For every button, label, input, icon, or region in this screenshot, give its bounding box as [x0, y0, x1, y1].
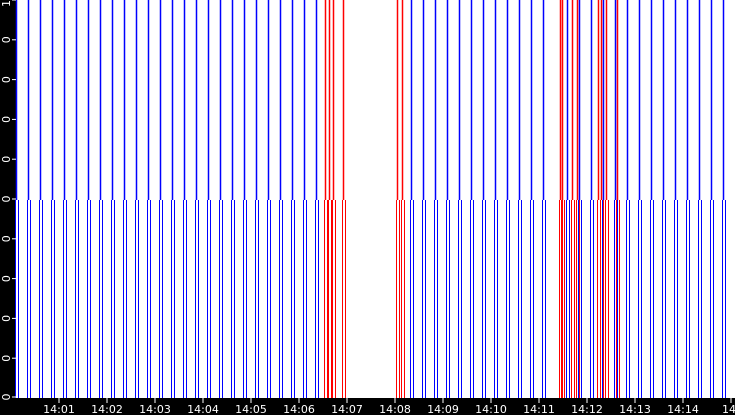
x-tick-label: 14:13: [619, 403, 651, 415]
x-tick-label: 14:07: [331, 403, 363, 415]
y-tick-label: 0: [0, 235, 13, 242]
x-tick-label: 14:06: [283, 403, 315, 415]
event-marks: [15, 0, 726, 398]
y-tick-label: 0: [0, 355, 13, 362]
x-tick-label: 14:11: [523, 403, 555, 415]
x-tick-label: 14:12: [571, 403, 603, 415]
x-tick-label: 14:09: [427, 403, 459, 415]
x-tick-label: 14:: [722, 403, 735, 415]
x-tick-label: 14:04: [187, 403, 219, 415]
x-tick-label: 14:02: [91, 403, 123, 415]
y-tick-label: 0: [0, 196, 13, 203]
y-tick-label: 1: [0, 0, 13, 7]
x-tick-label: 14:01: [43, 403, 75, 415]
x-tick-label: 14:05: [235, 403, 267, 415]
y-tick-label: 0: [0, 116, 13, 123]
x-tick-label: 14:10: [475, 403, 507, 415]
y-tick-label: 0: [0, 156, 13, 163]
y-tick-label: 0: [0, 76, 13, 83]
y-tick-label: 0: [0, 394, 13, 401]
x-tick-label: 14:08: [379, 403, 411, 415]
x-tick-label: 14:14: [667, 403, 699, 415]
y-tick-label: 0: [0, 315, 13, 322]
x-tick-label: 14:03: [139, 403, 171, 415]
y-tick-label: 0: [0, 36, 13, 43]
y-tick-label: 0: [0, 275, 13, 282]
